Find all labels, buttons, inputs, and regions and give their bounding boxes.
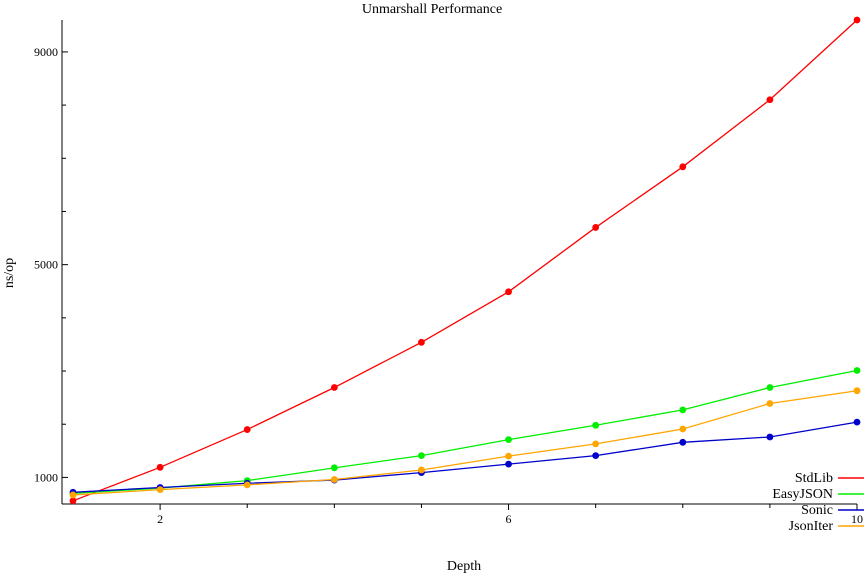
- y-tick-label: 9000: [34, 45, 58, 59]
- data-point: [679, 425, 687, 433]
- y-axis-label: ns/op: [2, 258, 17, 288]
- data-point: [69, 497, 77, 505]
- data-point: [853, 418, 861, 426]
- series-line: [72, 421, 858, 493]
- series-line: [72, 369, 858, 495]
- data-point: [505, 460, 512, 468]
- x-axis-label: Depth: [447, 559, 481, 574]
- data-point: [766, 384, 774, 391]
- x-tick-label: 2: [157, 512, 163, 526]
- data-point: [679, 406, 687, 414]
- data-point: [505, 288, 512, 296]
- chart-title: Unmarshall Performance: [362, 2, 502, 17]
- data-point: [330, 464, 338, 472]
- legend-label: StdLib: [795, 471, 833, 486]
- series-group: [69, 16, 861, 505]
- data-point: [592, 440, 600, 448]
- axes: 1000 5000 9000 2 6 10: [34, 20, 863, 526]
- data-point: [853, 16, 861, 24]
- data-point: [592, 452, 600, 459]
- data-point: [418, 466, 425, 474]
- x-tick-label: 10: [851, 512, 863, 526]
- y-tick-label: 5000: [34, 258, 58, 272]
- data-point: [766, 400, 774, 407]
- series-easyjson: [69, 367, 861, 497]
- series-stdlib: [69, 16, 861, 505]
- data-point: [156, 463, 164, 471]
- data-point: [592, 224, 600, 231]
- series-line: [72, 19, 858, 502]
- data-point: [418, 338, 425, 346]
- data-point: [69, 491, 77, 499]
- data-point: [330, 384, 338, 391]
- data-point: [679, 438, 687, 446]
- series-sonic: [69, 418, 861, 496]
- data-point: [330, 476, 338, 483]
- data-point: [592, 421, 600, 429]
- data-point: [853, 367, 861, 374]
- data-point: [243, 426, 251, 433]
- data-point: [418, 452, 425, 459]
- data-point: [766, 433, 774, 441]
- data-point: [505, 436, 512, 444]
- data-point: [156, 486, 164, 494]
- legend-label: EasyJSON: [772, 487, 833, 502]
- data-point: [679, 163, 687, 171]
- data-point: [766, 96, 774, 104]
- legend-label: Sonic: [801, 503, 833, 518]
- series-jsoniter: [69, 387, 861, 499]
- data-point: [853, 387, 861, 395]
- legend-label: JsonIter: [789, 519, 834, 534]
- series-line: [72, 390, 858, 496]
- x-tick-label: 6: [506, 512, 512, 526]
- data-point: [243, 481, 251, 489]
- y-tick-label: 1000: [34, 470, 58, 484]
- data-point: [505, 452, 512, 460]
